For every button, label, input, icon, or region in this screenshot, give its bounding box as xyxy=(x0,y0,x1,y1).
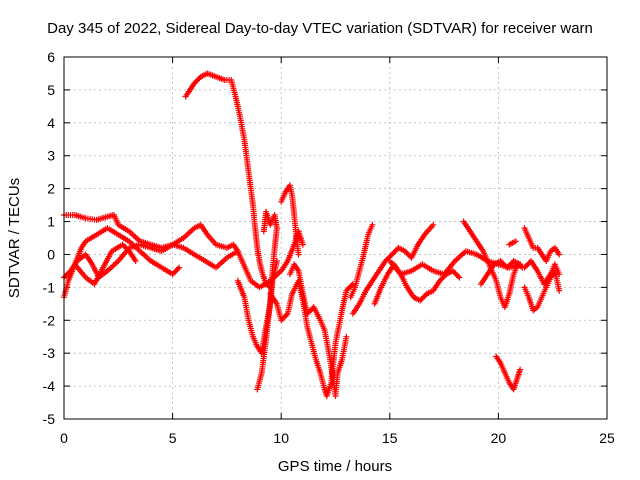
y-tick-label: -1 xyxy=(43,279,56,295)
y-tick-label: 6 xyxy=(47,49,55,65)
y-tick-label: -3 xyxy=(43,345,56,361)
x-tick-label: 15 xyxy=(382,430,398,446)
series-trail xyxy=(254,210,280,391)
series-trail xyxy=(507,239,518,247)
series-trail xyxy=(351,223,435,315)
series-track-i xyxy=(286,261,350,399)
x-tick-label: 5 xyxy=(169,430,177,446)
series-track-s xyxy=(521,225,563,264)
y-tick-label: -5 xyxy=(43,411,56,427)
y-tick-label: 1 xyxy=(47,214,55,230)
x-tick-label: 0 xyxy=(60,430,68,446)
x-tick-label: 20 xyxy=(491,430,507,446)
series-trail xyxy=(268,279,355,398)
y-tick-label: 4 xyxy=(47,115,55,131)
series-track-q xyxy=(493,353,524,393)
y-tick-label: 0 xyxy=(47,246,55,262)
series-trail xyxy=(73,242,138,286)
series-track-r xyxy=(506,238,519,248)
y-tick-label: -4 xyxy=(43,378,56,394)
series-track-u xyxy=(521,258,563,288)
series-trail xyxy=(494,355,523,391)
series-trail xyxy=(183,71,272,290)
y-axis-label: SDTVAR / TECUs xyxy=(6,178,23,298)
y-tick-label: -2 xyxy=(43,312,56,328)
chart-title: Day 345 of 2022, Sidereal Day-to-day VTE… xyxy=(47,20,593,37)
series-track-j xyxy=(267,277,356,399)
series-track-l xyxy=(349,221,437,317)
x-axis-label: GPS time / hours xyxy=(278,458,392,475)
series-trail xyxy=(348,223,375,299)
series-trail xyxy=(461,220,524,309)
series-trail xyxy=(279,184,302,256)
x-tick-label: 25 xyxy=(599,430,615,446)
x-tick-label: 10 xyxy=(273,430,289,446)
data-marks xyxy=(61,70,563,399)
series-track-g xyxy=(254,208,280,393)
plot-frame xyxy=(63,56,608,420)
y-tick-label: 5 xyxy=(47,82,55,98)
series-track-o xyxy=(460,218,526,311)
series-trail xyxy=(522,259,562,286)
series-track-p xyxy=(478,258,524,288)
series-track-d xyxy=(71,241,139,288)
tick-labels: 0 5 10 15 20 25 -5 -4 -3 -2 -1 0 1 2 3 4 5 6 xyxy=(43,49,615,446)
y-tick-label: 2 xyxy=(47,181,55,197)
series-trail xyxy=(287,263,349,397)
series-track-k xyxy=(347,221,376,301)
series-trail xyxy=(522,227,562,263)
series-track-e xyxy=(182,70,274,291)
y-tick-label: 3 xyxy=(47,148,55,164)
series-trail xyxy=(479,258,522,286)
series-track-h xyxy=(278,182,302,258)
